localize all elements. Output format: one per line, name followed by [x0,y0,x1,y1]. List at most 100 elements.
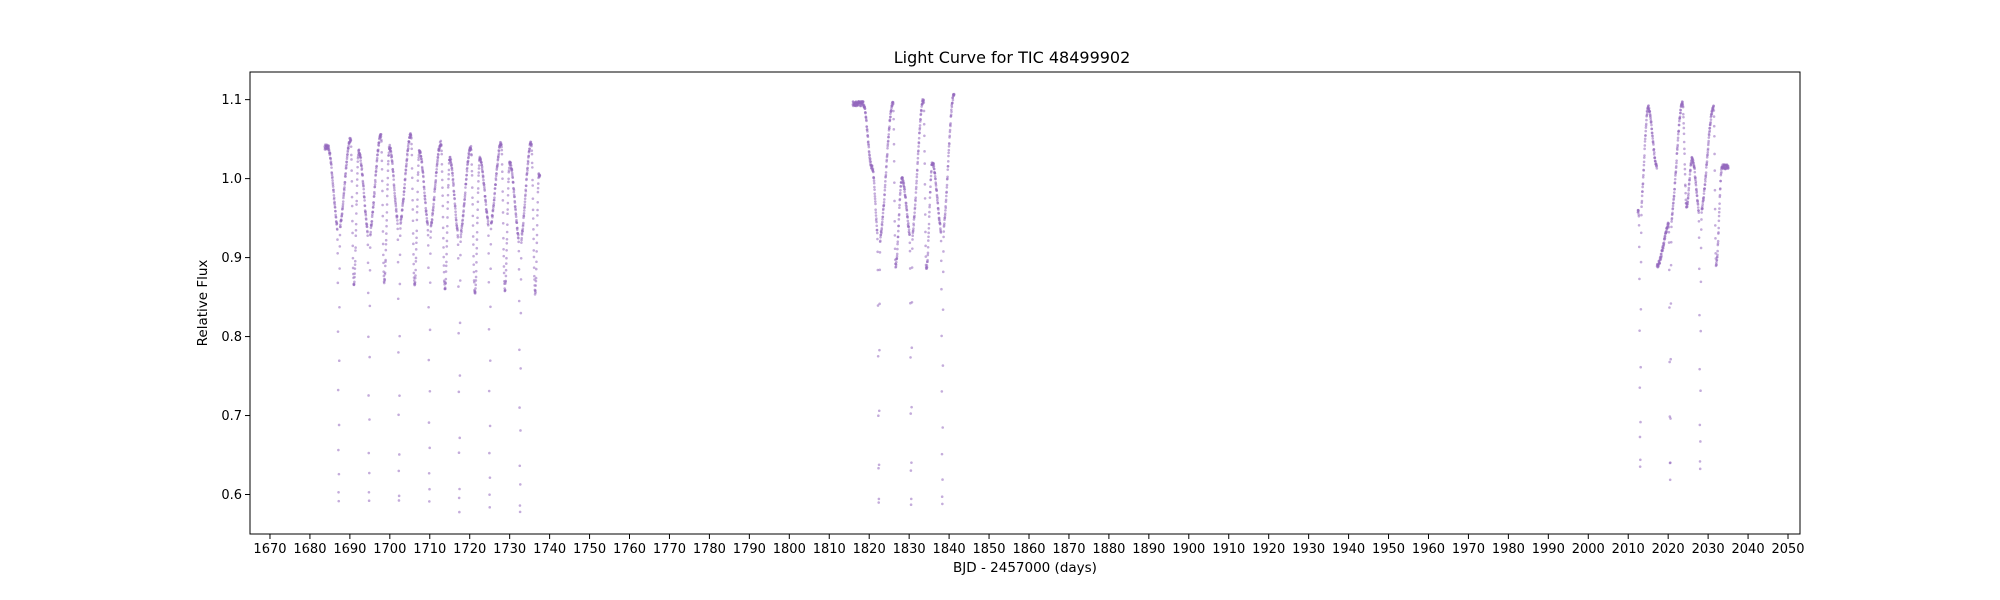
flux-point [933,172,937,175]
flux-point [871,167,875,171]
flux-point [511,176,515,179]
flux-point [367,471,371,475]
flux-point [1673,177,1677,181]
flux-point [1683,163,1687,166]
flux-point [484,203,488,206]
x-tick-label: 1810 [813,542,846,557]
flux-point [510,168,514,172]
flux-point [916,156,920,160]
flux-point [487,328,491,331]
flux-point [458,510,461,514]
flux-point [517,299,521,303]
flux-point [471,235,475,238]
flux-point [446,193,450,197]
flux-point [412,253,415,256]
flux-point [932,164,936,168]
x-tick-label: 1740 [533,542,566,557]
flux-point [899,185,903,188]
flux-point [372,203,375,207]
flux-point [428,281,432,284]
flux-point [951,98,955,102]
flux-point [907,228,911,231]
flux-point [1661,246,1665,250]
flux-point [332,196,336,200]
flux-point [397,351,400,354]
flux-point [333,206,337,209]
flux-point [525,171,529,175]
flux-point [892,109,895,113]
flux-point [883,183,887,187]
flux-point [414,256,418,260]
flux-point [1652,143,1655,146]
flux-point [462,209,465,212]
flux-point [1687,188,1690,192]
flux-point [461,218,465,222]
flux-point [502,271,506,275]
flux-point [395,210,398,213]
flux-point [520,238,523,242]
flux-point [874,211,878,214]
flux-point [908,233,911,236]
flux-point [456,243,460,247]
flux-point [367,394,370,397]
flux-point [433,183,437,187]
flux-point [519,429,522,432]
flux-point [515,218,518,222]
flux-point [415,229,419,233]
flux-point [355,191,359,195]
flux-point [1638,329,1641,332]
flux-point [444,282,447,285]
flux-point [345,160,349,164]
flux-point [444,270,448,273]
flux-point [1667,225,1671,229]
flux-point [373,192,376,196]
flux-point [1705,156,1709,159]
plot-frame [249,71,1801,535]
flux-point [434,174,438,178]
flux-point [432,205,435,208]
flux-point [513,205,517,208]
flux-point [369,230,373,234]
x-tick-label: 2000 [1572,542,1605,557]
flux-point [330,163,333,166]
flux-point [905,212,909,216]
flux-point [895,260,898,264]
flux-point [374,173,378,176]
flux-point [1660,254,1663,258]
flux-point [505,237,509,241]
flux-point [517,240,520,244]
flux-point [474,279,478,282]
flux-point [884,171,888,174]
flux-point [1707,139,1710,143]
flux-point [402,193,406,197]
flux-point [1686,200,1690,204]
flux-point [865,128,869,131]
flux-point [531,217,535,220]
flux-point [933,175,937,178]
flux-point [1673,191,1676,194]
flux-point [407,147,410,150]
flux-point [367,335,370,339]
flux-point [1642,169,1646,172]
flux-point [1687,192,1690,195]
flux-point [928,205,931,209]
flux-point [895,254,899,258]
flux-point [472,263,476,266]
flux-point [384,248,388,252]
flux-point [530,161,534,165]
flux-point [911,247,914,250]
x-tick-label: 1790 [733,542,766,557]
flux-point [913,211,916,214]
flux-point [413,281,417,284]
flux-point [929,190,932,194]
flux-point [328,152,332,155]
flux-point [410,136,413,140]
flux-point [893,220,897,223]
flux-point [426,223,430,226]
flux-point [873,185,876,189]
flux-point [896,242,899,246]
flux-point [942,235,945,239]
flux-point [526,169,529,172]
flux-point [414,276,417,280]
flux-point [532,249,536,252]
